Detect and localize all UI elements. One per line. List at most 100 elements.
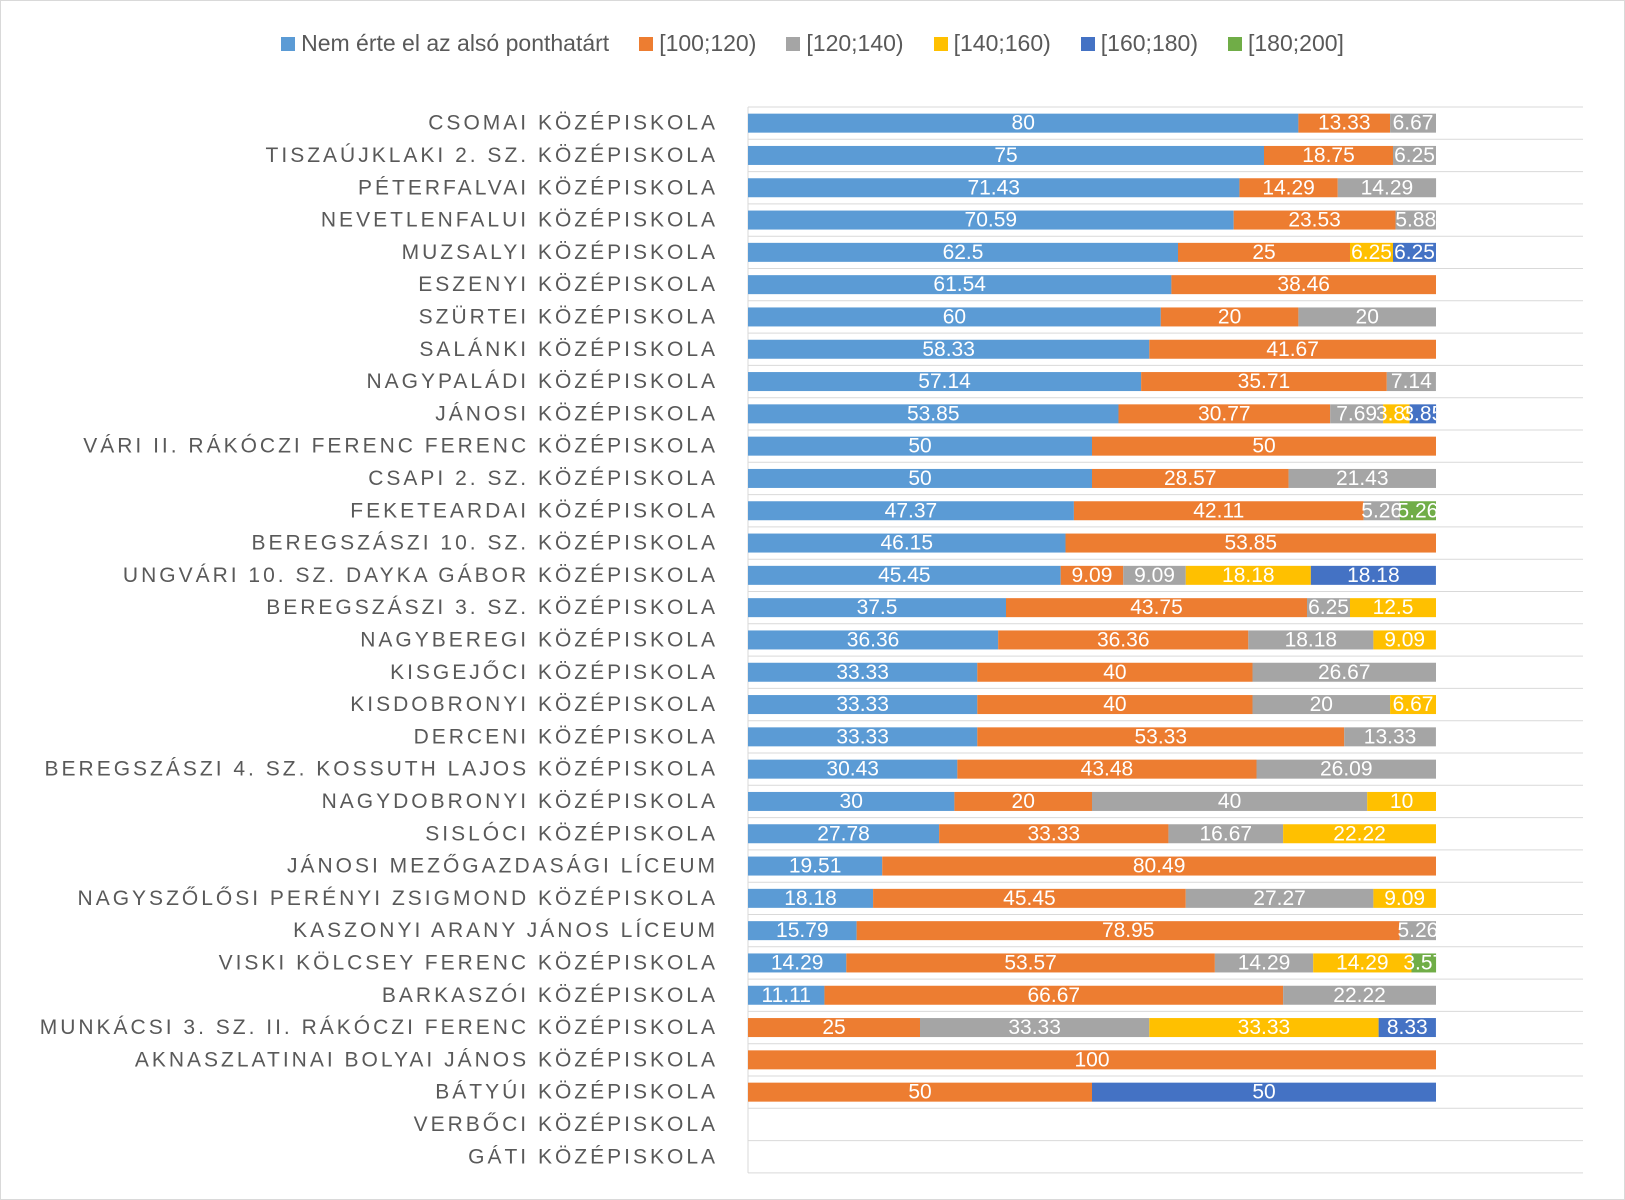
data-label: 13.33: [1364, 725, 1417, 748]
data-label: 35.71: [1238, 370, 1291, 393]
category-label: SZÜRTEI KÖZÉPISKOLA: [419, 305, 718, 328]
data-label: 60: [943, 305, 966, 328]
category-label: AKNASZLATINAI BOLYAI JÁNOS KÖZÉPISKOLA: [135, 1048, 718, 1071]
data-label: 40: [1103, 693, 1126, 716]
data-label: 58.33: [922, 338, 975, 361]
data-label: 41.67: [1266, 338, 1319, 361]
bar-segment-nem-erte-el-az-also-ponthatart: [748, 242, 1178, 262]
data-label: 18.18: [1222, 564, 1275, 587]
data-label: 50: [908, 1081, 931, 1104]
data-label: 27.78: [817, 822, 870, 845]
data-label: 6.67: [1393, 693, 1434, 716]
legend-item-160-180: [160;180): [1080, 30, 1198, 57]
bar-segment-nem-erte-el-az-also-ponthatart: [748, 921, 857, 941]
bar-segment-100-120: [846, 953, 1215, 973]
bar-segment-100-120: [1160, 307, 1299, 327]
bar-segment-nem-erte-el-az-also-ponthatart: [748, 178, 1240, 198]
bar-segment-180-200: [1411, 953, 1437, 973]
category-label: BEREGSZÁSZI 10. SZ. KÖZÉPISKOLA: [252, 532, 718, 555]
bar-segment-120-140: [1395, 210, 1436, 230]
legend-item-120-140: [120;140): [786, 30, 904, 57]
category-label: MUZSALYI KÖZÉPISKOLA: [402, 241, 718, 264]
bar-segment-120-140: [1123, 565, 1186, 585]
data-label: 7.69: [1336, 402, 1377, 425]
data-label: 30.77: [1198, 402, 1251, 425]
category-label: TISZAÚJKLAKI 2. SZ. KÖZÉPISKOLA: [266, 144, 718, 167]
data-label: 28.57: [1164, 467, 1217, 490]
legend-swatch: [281, 36, 296, 51]
data-label: 47.37: [885, 499, 938, 522]
category-label: VÁRI II. RÁKÓCZI FERENC FERENC KÖZÉPISKO…: [83, 435, 718, 458]
legend-item-180-200: [180;200]: [1228, 30, 1344, 57]
bar-segment-160-180: [1092, 1082, 1436, 1102]
data-label: 20: [1012, 790, 1035, 813]
data-label: 21.43: [1336, 467, 1389, 490]
bar-segment-120-140: [1252, 662, 1436, 682]
bar-segment-nem-erte-el-az-also-ponthatart: [748, 436, 1092, 456]
bar-segment-100-120: [1298, 113, 1391, 133]
bar-segment-nem-erte-el-az-also-ponthatart: [748, 275, 1172, 295]
bar-segment-120-140: [1386, 372, 1436, 392]
data-label: 33.33: [1028, 822, 1081, 845]
category-label: BARKASZÓI KÖZÉPISKOLA: [382, 984, 718, 1007]
data-label: 62.5: [943, 241, 984, 264]
bar-segment-180-200: [1399, 501, 1436, 521]
bar-segment-100-120: [1092, 436, 1436, 456]
bar-segment-nem-erte-el-az-also-ponthatart: [748, 339, 1150, 359]
bar-segment-120-140: [1185, 888, 1374, 908]
bar-segment-nem-erte-el-az-also-ponthatart: [748, 565, 1061, 585]
bar-segment-100-120: [824, 985, 1284, 1005]
data-label: 33.33: [1238, 1016, 1291, 1039]
bar-segment-140-160: [1313, 953, 1412, 973]
data-label: 50: [908, 467, 931, 490]
bar-segment-100-120: [977, 695, 1253, 715]
bar-segment-120-140: [1252, 695, 1391, 715]
bar-segment-nem-erte-el-az-also-ponthatart: [748, 113, 1299, 133]
data-label: 18.18: [784, 887, 837, 910]
data-label: 9.09: [1384, 628, 1425, 651]
legend-swatch: [933, 36, 948, 51]
category-label: JÁNOSI KÖZÉPISKOLA: [435, 402, 718, 425]
bar-segment-120-140: [1363, 501, 1400, 521]
category-label: GÁTI KÖZÉPISKOLA: [468, 1145, 718, 1168]
data-label: 36.36: [847, 628, 900, 651]
data-label: 43.75: [1130, 596, 1183, 619]
bar-segment-nem-erte-el-az-also-ponthatart: [748, 145, 1264, 165]
category-label: SALÁNKI KÖZÉPISKOLA: [419, 338, 718, 361]
bar-segment-nem-erte-el-az-also-ponthatart: [748, 662, 978, 682]
data-label: 50: [1252, 435, 1275, 458]
bar-segment-120-140: [1307, 598, 1350, 618]
category-label: BÁTYÚI KÖZÉPISKOLA: [435, 1081, 718, 1104]
bar-segment-140-160: [1373, 888, 1436, 908]
data-label: 15.79: [776, 919, 829, 942]
data-label: 18.18: [1347, 564, 1400, 587]
category-label: VISKI KÖLCSEY FERENC KÖZÉPISKOLA: [219, 951, 718, 974]
bar-segment-100-120: [939, 824, 1169, 844]
data-label: 5.26: [1361, 499, 1402, 522]
data-label: 18.18: [1285, 628, 1338, 651]
bar-segment-100-120: [998, 630, 1249, 650]
data-label: 30.43: [826, 758, 879, 781]
bar-segment-140-160: [1149, 1018, 1379, 1038]
bar-segment-100-120: [1149, 339, 1436, 359]
data-label: 22.22: [1333, 984, 1386, 1007]
data-label: 70.59: [965, 209, 1018, 232]
data-label: 16.67: [1200, 822, 1253, 845]
bar-segment-nem-erte-el-az-also-ponthatart: [748, 468, 1092, 488]
bar-segment-nem-erte-el-az-also-ponthatart: [748, 759, 958, 779]
data-label: 22.22: [1333, 822, 1386, 845]
bar-segment-100-120: [1171, 275, 1436, 295]
data-label: 11.11: [761, 984, 810, 1007]
data-label: 33.33: [836, 661, 889, 684]
legend-label: [160;180): [1100, 30, 1198, 56]
legend-item-nem-erte-el-az-also-ponthatart: Nem érte el az alsó ponthatárt: [281, 30, 609, 57]
category-label: CSOMAI KÖZÉPISKOLA: [428, 112, 718, 135]
category-label: NAGYBEREGI KÖZÉPISKOLA: [360, 628, 718, 651]
data-label: 50: [1252, 1081, 1275, 1104]
data-label: 27.27: [1253, 887, 1306, 910]
bar-segment-100-120: [1060, 565, 1124, 585]
data-label: 9.09: [1384, 887, 1425, 910]
legend-label: [140;160): [953, 30, 1051, 56]
data-label: 53.85: [907, 402, 960, 425]
